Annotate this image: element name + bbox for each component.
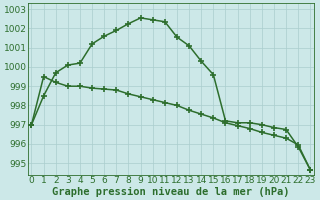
X-axis label: Graphe pression niveau de la mer (hPa): Graphe pression niveau de la mer (hPa) (52, 186, 290, 197)
